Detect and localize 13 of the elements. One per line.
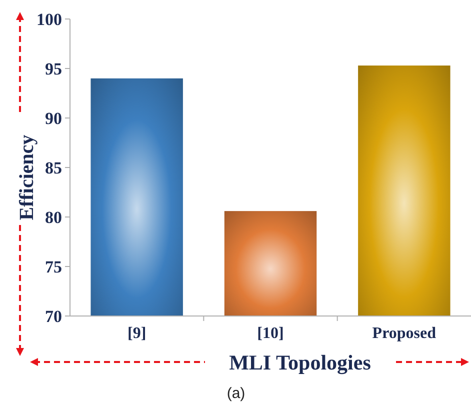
x-tick-label: [9] (128, 325, 146, 342)
y-tick-label: 95 (45, 59, 62, 78)
y-tick-label: 85 (45, 158, 62, 178)
y-axis-title: Efficiency (16, 134, 38, 220)
y-tick-label: 75 (45, 257, 62, 276)
x-axis-title: MLI Topologies (229, 350, 371, 374)
y-tick-label: 100 (36, 10, 62, 29)
text: (a) (226, 385, 246, 402)
x-tick-label: [10] (257, 325, 284, 342)
y-tick-label: 90 (45, 108, 62, 128)
y-tick-label: 80 (45, 208, 62, 227)
y-tick-label: 70 (45, 306, 62, 326)
x-tick-label: Proposed (372, 325, 436, 342)
